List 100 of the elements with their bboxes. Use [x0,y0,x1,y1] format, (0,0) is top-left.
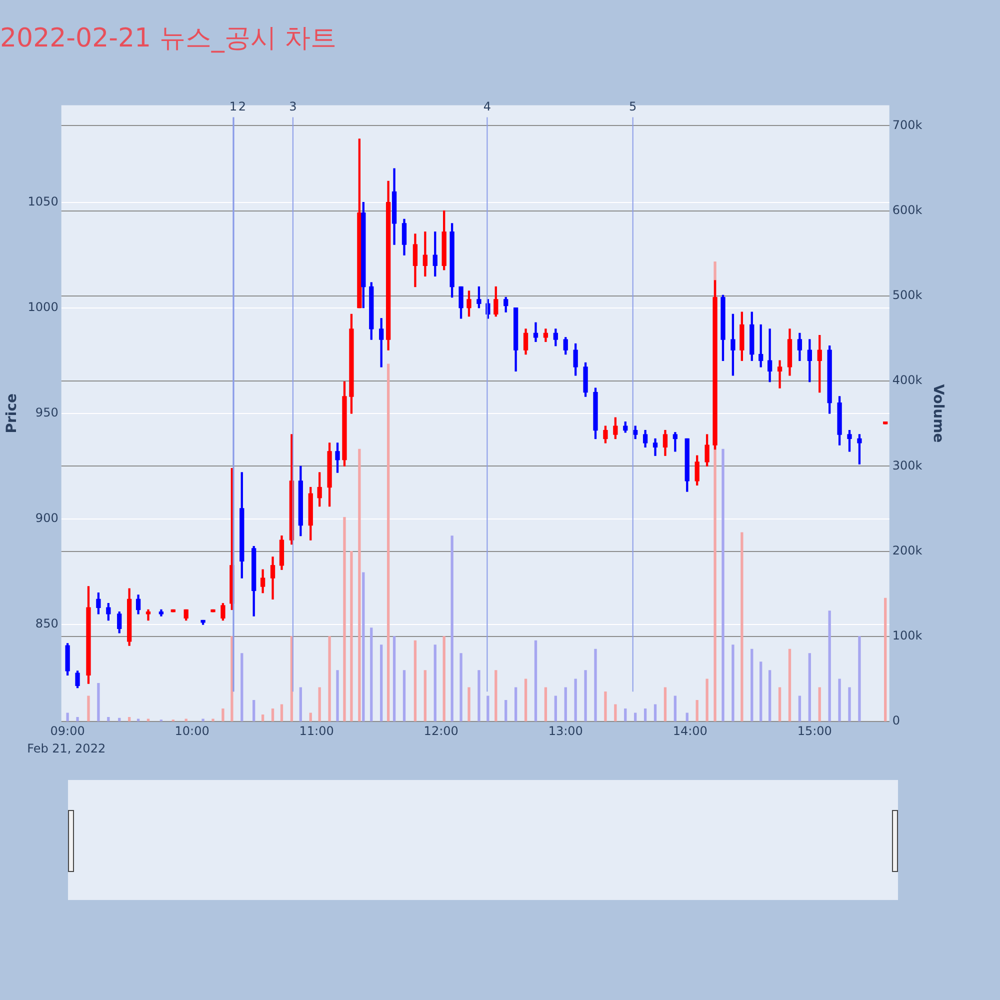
bar [299,687,302,722]
bar [336,670,339,722]
x-tick-label: 14:00 [672,724,708,738]
bar [750,648,754,722]
bar [524,678,528,722]
bar [664,687,667,722]
x-tick-label: 13:00 [548,724,583,738]
bar [434,644,436,722]
bar [534,640,538,722]
annotation: 1 [229,99,237,114]
y2-axis-title: Volume [930,384,946,443]
bar [358,448,361,722]
y2-tick-label: 100k [892,628,922,643]
bar [97,682,100,722]
bar [318,687,321,722]
y2-tick-label: 500k [892,288,922,302]
bar [760,662,762,722]
bar [240,653,244,722]
bar [740,532,744,722]
y-tick-label: 900 [35,511,58,526]
bar [732,644,734,722]
bar [136,718,140,722]
bar [554,696,557,722]
text: Feb 21, 2022 [27,742,106,756]
annotation: 5 [629,99,637,114]
bar [604,691,607,722]
x-tick-label: 15:00 [797,724,832,738]
bar [343,516,346,722]
bar [370,628,373,722]
bar [424,670,426,722]
bar [202,718,204,722]
bar [87,696,90,722]
bar [222,708,224,722]
bar [808,653,811,722]
bar [261,714,264,722]
bar [494,670,498,722]
y-tick-label: 950 [35,406,58,420]
bar [128,717,131,722]
x-tick-label: 11:00 [299,724,334,738]
bar [594,648,597,722]
bar [380,644,383,722]
annotation: 3 [289,99,297,114]
bar [858,636,861,722]
bar [504,700,508,722]
bar [328,636,331,722]
bar [146,718,150,722]
bar [778,687,782,722]
bar [818,687,821,722]
bar [414,640,417,722]
bar [706,678,708,722]
annotation: 4 [483,99,491,114]
bar [212,718,214,722]
bar [468,687,470,722]
bar [686,712,688,722]
bar [280,704,284,722]
y2-tick-label: 700k [892,118,922,132]
bar [544,687,548,722]
bar [828,610,831,722]
bar [644,708,647,722]
candlestick [777,360,782,388]
bar [654,704,657,722]
bar [107,717,110,722]
bar [362,572,365,722]
y2-tick-label: 300k [892,458,922,472]
y-tick-label: 1000 [28,300,58,314]
bar [118,718,121,722]
y2-tick-label: 0 [892,714,900,728]
y-tick-label: 850 [35,616,58,631]
bar [402,670,406,722]
bar [309,712,312,722]
bar [634,712,637,722]
bar [76,717,79,722]
bar [838,678,841,722]
bar [66,712,69,722]
bar [574,678,577,722]
bar [271,708,274,722]
bar [768,670,772,722]
bar [486,696,490,722]
bar [184,718,188,722]
bar [584,670,587,722]
chart-title: 2022-02-21 뉴스_공시 차트 [0,23,337,54]
bar [884,598,887,722]
y-axis-title: Price [4,394,20,434]
y-tick-label: 1050 [28,194,58,208]
bar [514,687,518,722]
bar [478,670,480,722]
candlestick [767,328,772,382]
bar [696,700,698,722]
x-tick-label: 10:00 [174,724,210,738]
y2-tick-label: 600k [892,202,922,217]
x-tick-label: 12:00 [424,724,458,738]
bar [798,696,802,722]
x-tick-label: 09:00 [50,724,85,738]
y2-tick-label: 400k [892,373,922,388]
bar [442,636,446,722]
bar [392,636,396,722]
bar [788,648,792,722]
annotation: 2 [238,99,246,114]
bar [460,653,462,722]
bar [848,687,851,722]
